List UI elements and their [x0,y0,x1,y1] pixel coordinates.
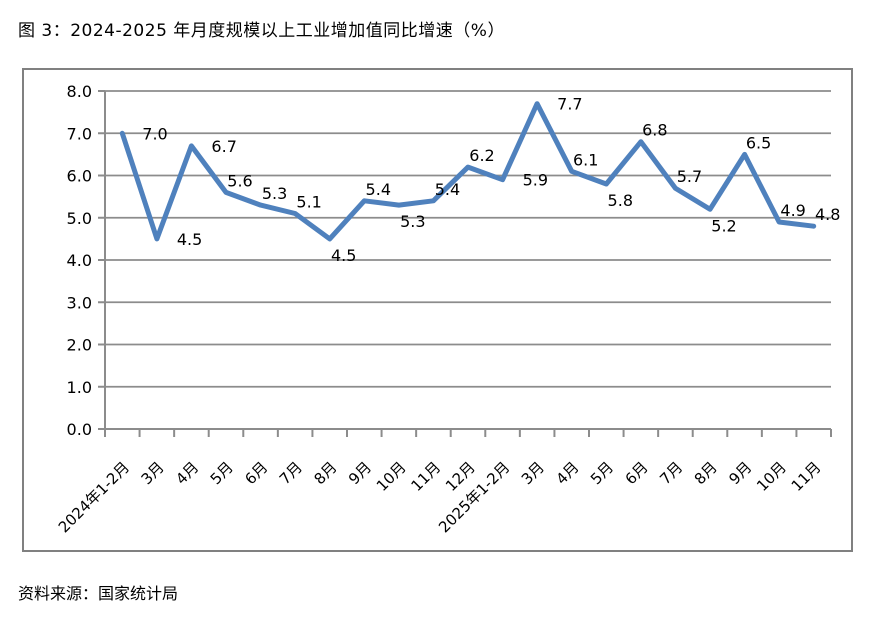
x-axis-label: 11月 [407,458,444,495]
data-label: 6.2 [469,146,494,165]
y-axis-label: 5.0 [67,209,92,228]
figure-title: 图 3：2024-2025 年月度规模以上工业增加值同比增速（%） [18,21,505,41]
data-label: 7.7 [557,95,582,114]
x-axis-label: 8月 [310,458,340,488]
x-axis-label: 7月 [656,458,686,488]
y-axis-label: 0.0 [67,420,92,439]
data-label: 6.7 [211,137,236,156]
data-label: 5.3 [400,212,425,231]
chart-frame: 0.0 1.0 2.0 3.0 4.0 5.0 6.0 7.0 8.0 2024年1-2月 3月 4月… [22,68,853,552]
x-axis-label: 11月 [788,458,825,495]
data-label: 5.9 [523,171,548,190]
source-note: 资料来源：国家统计局 [18,584,179,603]
x-axis-label: 3月 [518,458,548,488]
y-axis-label: 7.0 [67,124,92,143]
x-axis-label: 6月 [622,458,652,488]
data-label: 5.2 [711,216,736,235]
x-axis-label: 10月 [373,458,410,495]
data-label: 5.4 [366,180,391,199]
x-axis-label: 10月 [753,458,790,495]
data-label: 5.4 [435,180,460,199]
data-label: 7.0 [142,124,167,143]
data-label: 6.8 [642,121,667,140]
chart-border [22,68,853,552]
x-axis-label: 8月 [691,458,721,488]
data-label: 6.1 [573,150,598,169]
data-label: 4.5 [331,246,356,265]
y-axis-label: 4.0 [67,251,92,270]
data-label: 4.8 [815,205,840,224]
x-axis-label: 7月 [276,458,306,488]
data-label: 6.5 [746,133,771,152]
x-axis-label: 5月 [587,458,617,488]
data-label: 5.8 [608,191,633,210]
x-axis-label: 6月 [241,458,271,488]
data-label: 4.9 [780,201,805,220]
data-label: 4.5 [177,230,202,249]
x-axis-label: 3月 [138,458,168,488]
y-axis-label: 2.0 [67,336,92,355]
y-axis-label: 6.0 [67,167,92,186]
data-line [119,101,817,242]
y-axis-label: 3.0 [67,293,92,312]
data-label: 5.3 [262,184,287,203]
x-axis-label: 9月 [345,458,375,488]
data-label: 5.6 [227,171,252,190]
y-axis-label: 8.0 [67,82,92,101]
x-axis-label: 4月 [172,458,202,488]
data-label: 5.1 [296,193,321,212]
y-axis-label: 1.0 [67,378,92,397]
x-axis-label: 9月 [725,458,755,488]
x-axis-label: 2024年1-2月 [55,458,133,536]
x-axis-label: 4月 [552,458,582,488]
x-axis-label: 5月 [207,458,237,488]
data-label: 5.7 [677,167,702,186]
